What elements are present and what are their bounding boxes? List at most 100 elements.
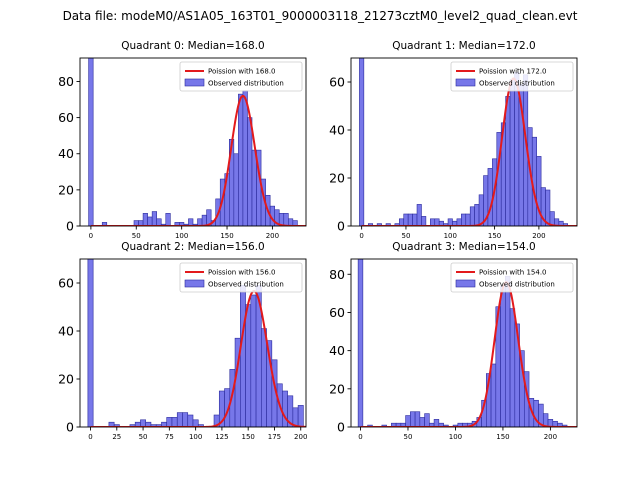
axes-frame [350,258,578,428]
histogram-bar [88,58,94,226]
x-tick-label: 50 [404,433,413,441]
legend: Poission with 168.0 Observed distribution [179,61,303,92]
histogram-bar [297,405,304,427]
legend-box [179,61,303,92]
histogram-bar [405,415,411,427]
x-tick-label: 100 [189,433,202,441]
quadrant-title: Quadrant 2: Median=156.0 [121,241,264,253]
x-tick-label: 150 [496,433,509,441]
histogram-bar [238,93,244,226]
histogram-bar [165,213,171,226]
histogram-bar [156,218,162,226]
histogram-bar [403,213,409,226]
legend-label-poisson: Poission with 172.0 [479,68,547,76]
histogram-bar [545,189,551,226]
histogram-bar [147,216,153,226]
histogram-bar [407,213,413,226]
histogram-bar [505,96,511,226]
histogram-bar [474,204,480,226]
legend-label-observed: Observed distribution [208,281,284,289]
legend: Poission with 156.0 Observed distribution [179,262,303,293]
y-tick-label: 20 [329,171,345,186]
histogram-bar [514,72,520,226]
y-tick-label: 40 [58,146,74,161]
quadrant-1-chart: 0 50 100 150 200 0 20 40 60 Quadrant 1: Median=17… [329,40,578,240]
histogram-bar [447,218,453,226]
x-tick-label: 150 [241,433,254,441]
histogram-bar [461,213,467,226]
x-tick-label: 0 [359,232,363,240]
histogram-bar [151,211,157,226]
legend-label-observed: Observed distribution [208,80,284,88]
x-tick-label: 150 [220,232,233,240]
quadrant-title: Quadrant 0: Median=168.0 [121,40,264,52]
histogram-bar [142,213,148,226]
quadrant-0-chart: 0 50 100 150 200 0 20 40 60 80 Quadrant 0: Median=… [58,40,307,240]
histogram-bar [242,90,248,226]
y-tick-label: 20 [329,381,345,396]
x-tick-label: 0 [88,433,92,441]
legend-label-observed: Observed distribution [479,281,555,289]
histogram-bar [424,413,430,427]
legend-bar-swatch [184,78,205,87]
x-tick-label: 25 [112,433,121,441]
histogram-bar [487,168,493,226]
histogram-bar [233,153,239,226]
legend: Poission with 154.0 Observed distribution [450,262,574,293]
histogram-bar [182,412,189,427]
x-tick-label: 0 [358,433,362,441]
histogram-bar [240,285,246,427]
x-tick-label: 100 [175,232,188,240]
legend-box [179,262,303,293]
histogram-bar [410,411,416,427]
y-tick-label: 0 [337,219,345,234]
y-tick-label: 0 [337,420,345,435]
y-tick-label: 40 [329,343,345,358]
histogram-bar [166,417,173,427]
histogram-bar [509,308,516,427]
plot-area [87,259,306,427]
figure-title: Data file: modeM0/AS1A05_163T01_90000031… [63,9,578,23]
y-tick-label: 20 [58,182,74,197]
histogram-bar [465,213,471,226]
histogram-bar [399,218,405,226]
axes-frame [79,57,307,227]
histogram-bar [357,259,364,427]
histogram-bar [192,419,199,427]
histogram-bar [433,419,440,427]
y-tick-label: 0 [66,219,74,234]
axes-frame [350,57,578,227]
histogram-bar [434,218,440,226]
histogram-bar [414,411,421,427]
histogram-bar [176,412,183,427]
histogram-bar [490,363,497,427]
quadrant-2-chart: 0 25 50 75 100 125 150 175 200 0 20 40 60 Quadrant 2:… [58,241,307,441]
histogram-bar [385,223,391,226]
x-tick-label: 175 [268,433,281,441]
x-tick-label: 200 [294,433,307,441]
histogram-bar [359,58,365,226]
legend-label-poisson: Poission with 168.0 [208,68,276,76]
quadrant-title: Quadrant 3: Median=154.0 [392,241,535,253]
histogram-bar [187,414,194,427]
y-tick-label: 0 [66,420,74,435]
histogram-bar [562,223,568,226]
x-tick-label: 200 [544,433,557,441]
axes-frame [79,258,307,428]
histogram-bar [247,117,253,226]
histogram-bar [416,204,422,226]
legend-bar-swatch [184,279,205,288]
legend-label-poisson: Poission with 154.0 [479,269,547,277]
histogram-bar [201,214,207,226]
y-tick-label: 60 [329,75,345,90]
histogram-bar [245,304,252,427]
legend: Poission with 172.0 Observed distribution [450,61,574,92]
legend-box [450,61,574,92]
x-tick-label: 50 [132,232,141,240]
histogram-bar [505,275,511,427]
histogram-bar [500,285,506,427]
histogram-bar [188,218,194,226]
histogram-bar [250,294,257,427]
histogram-bar [87,259,94,427]
histogram-bar [113,424,120,427]
